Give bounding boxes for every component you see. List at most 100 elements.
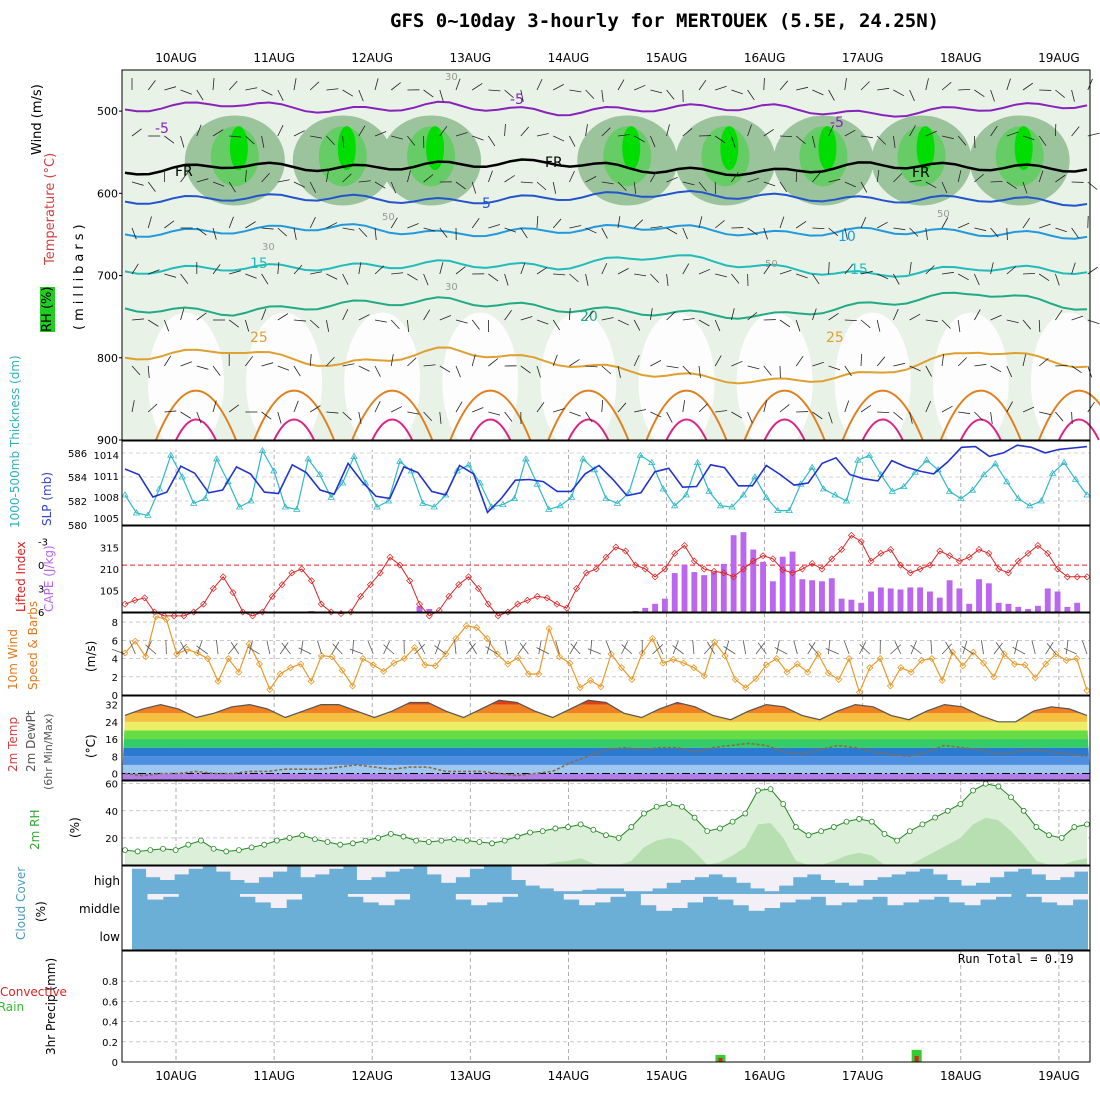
- wind10-barb: [621, 644, 633, 655]
- upper-wind-barb: [553, 135, 565, 142]
- thickness-point: [178, 473, 186, 480]
- thickness-tick-label: 582: [68, 497, 87, 508]
- cloud-cell-high: [328, 866, 344, 869]
- upper-wind-barb: [682, 400, 686, 413]
- upper-wind-barb: [812, 172, 821, 183]
- cape-bar: [711, 572, 717, 612]
- upper-wind-barb: [569, 170, 575, 183]
- upper-wind-barb: [1022, 217, 1031, 229]
- upper-wind-barb: [715, 85, 727, 91]
- upper-wind-barb: [180, 135, 185, 148]
- cloud-cell-middle: [363, 894, 380, 903]
- isotherm-30: [1037, 389, 1100, 441]
- slp-tick-label: 1008: [94, 493, 119, 504]
- rh2m-point: [906, 828, 913, 835]
- upper-wind-barb: [147, 403, 158, 413]
- thickness-point: [270, 467, 278, 474]
- wind10-barb: [605, 640, 612, 655]
- date-label-bottom-11AUG: 11AUG: [253, 1069, 295, 1083]
- li-point: [553, 600, 561, 608]
- li-point: [415, 600, 423, 608]
- cloud-cell-middle: [378, 894, 395, 906]
- temp-tick-label: 0: [112, 770, 118, 781]
- li-point: [700, 565, 708, 573]
- li-point: [494, 612, 502, 620]
- upper-wind-barb: [844, 227, 848, 240]
- wind10-point: [1011, 660, 1019, 668]
- upper-wind-barb: [925, 130, 937, 137]
- wind10-point: [307, 677, 315, 685]
- wind10-tick-label: 4: [112, 655, 118, 666]
- upper-wind-barb: [309, 217, 316, 229]
- temp2m-label-3: (6hr Min/Max): [42, 713, 55, 790]
- rh2m-point: [438, 837, 445, 844]
- upper-wind-barb: [698, 268, 711, 275]
- thickness-point: [464, 461, 473, 468]
- upper-wind-barb: [455, 266, 466, 275]
- upper-wind-barb: [293, 130, 305, 137]
- thickness-point: [980, 470, 988, 477]
- upper-wind-barb: [455, 181, 466, 190]
- thickness-point: [1060, 458, 1068, 465]
- upper-wind-barb: [553, 273, 566, 276]
- wind10-barb: [941, 643, 953, 655]
- thickness-point: [545, 505, 553, 512]
- upper-wind-barb: [731, 135, 736, 148]
- thickness-point: [682, 491, 690, 498]
- li-tick-label: 0: [38, 561, 44, 572]
- upper-wind-barb: [860, 135, 873, 139]
- upper-wind-barb: [310, 135, 323, 139]
- upper-wind-barb: [893, 411, 903, 421]
- upper-wind-barb: [277, 365, 290, 371]
- li-point: [857, 538, 865, 546]
- wind10-point: [173, 650, 181, 658]
- upper-wind-barb: [601, 127, 611, 137]
- rh-region: [1014, 126, 1033, 171]
- wind10-point: [224, 654, 233, 663]
- wind10-barb: [1082, 640, 1088, 655]
- wind10-point: [1000, 650, 1008, 658]
- li-point: [641, 565, 649, 573]
- cape-bar: [789, 551, 796, 612]
- rh2m-point: [982, 780, 989, 787]
- cape-bar: [760, 561, 766, 612]
- li-point: [523, 596, 531, 604]
- thickness-point: [121, 491, 129, 498]
- rh-region: [229, 126, 248, 171]
- upper-wind-barb: [471, 83, 483, 91]
- wind10-point: [969, 648, 977, 656]
- upper-wind-barb: [957, 319, 961, 332]
- upper-wind-barb: [147, 80, 156, 91]
- isotherm-label: FR: [545, 155, 563, 171]
- upper-wind-barb: [407, 411, 420, 415]
- cloud-cell-middle: [687, 894, 704, 903]
- wind10-point: [380, 667, 388, 675]
- cloud-cell-high: [736, 866, 752, 883]
- cape-bar: [671, 573, 678, 612]
- wind10-barb: [485, 646, 498, 655]
- upper-wind-barb: [634, 273, 647, 277]
- upper-wind-barb: [957, 135, 967, 146]
- temp-band: [122, 773, 1090, 780]
- upper-wind-barb: [472, 407, 484, 413]
- upper-wind-barb: [601, 89, 604, 102]
- wind10-barb: [248, 640, 253, 655]
- wind10-point: [514, 654, 522, 662]
- li-point: [612, 543, 620, 551]
- thickness-point: [132, 509, 141, 516]
- li-point: [268, 592, 276, 600]
- rh-region: [426, 126, 445, 171]
- temp2m-label-1: 2m Temp: [6, 716, 20, 772]
- upper-wind-barb: [212, 365, 221, 376]
- upper-wind-barb: [164, 273, 177, 278]
- wind10-barb: [995, 642, 1005, 655]
- rh2m-point: [286, 835, 293, 841]
- rh2m-point: [476, 839, 483, 845]
- upper-wind-barb: [909, 365, 921, 372]
- wind10-barb: [281, 642, 291, 655]
- upper-wind-barb: [390, 82, 401, 91]
- rh2m-point: [324, 839, 331, 845]
- cloud-cell-middle: [239, 894, 256, 897]
- cape-bar: [652, 603, 659, 612]
- wind10-barb: [825, 648, 839, 655]
